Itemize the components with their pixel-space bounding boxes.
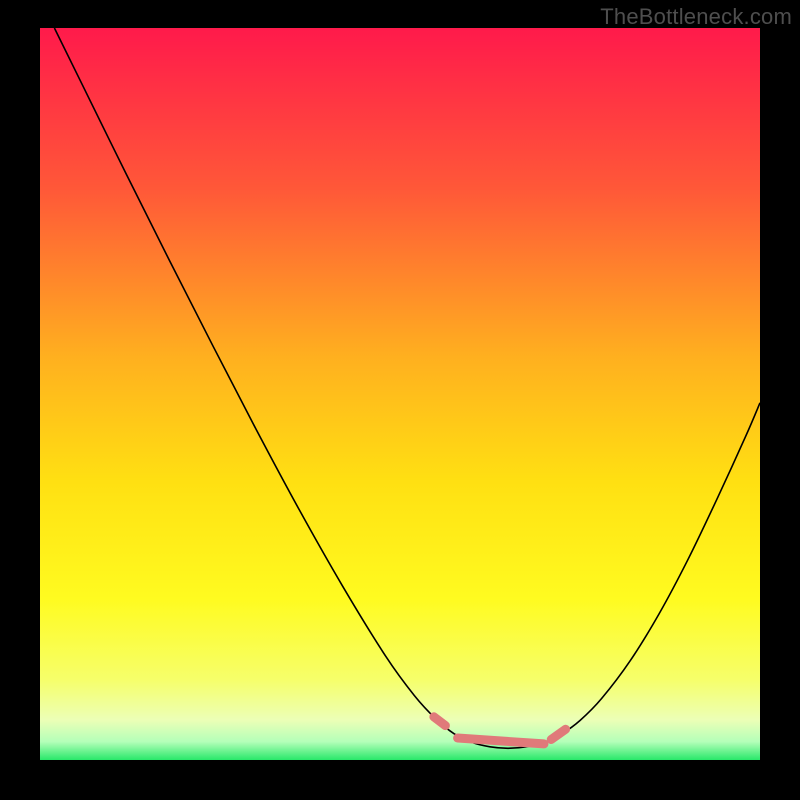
watermark-text: TheBottleneck.com — [600, 4, 792, 30]
plot-area — [40, 28, 760, 760]
highlight-segment — [458, 738, 544, 744]
gradient-background — [40, 28, 760, 760]
bottleneck-curve-chart — [40, 28, 760, 760]
chart-frame: TheBottleneck.com — [0, 0, 800, 800]
